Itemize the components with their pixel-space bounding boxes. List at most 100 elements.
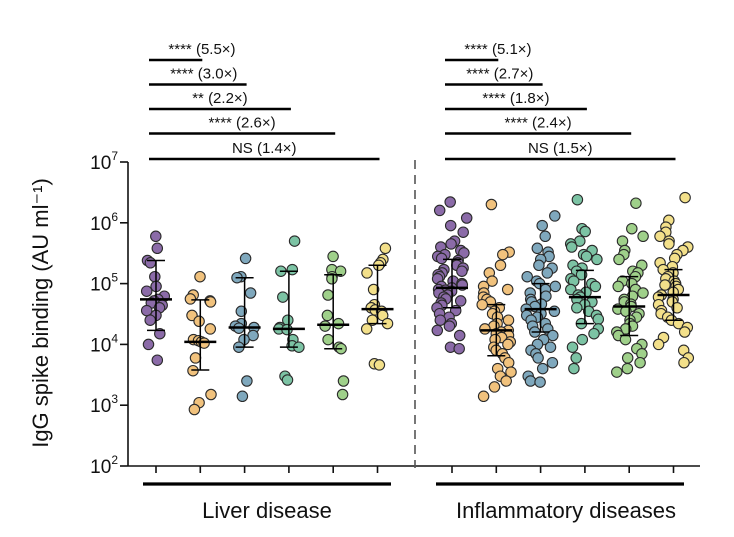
data-point — [576, 333, 589, 346]
data-point — [505, 366, 517, 378]
data-point — [151, 242, 164, 255]
data-point — [579, 225, 591, 238]
data-point — [321, 309, 334, 322]
significance-label: **** (2.7×) — [466, 66, 533, 83]
data-point — [460, 212, 473, 224]
data-point — [281, 374, 294, 386]
data-point — [373, 359, 386, 371]
data-point — [485, 198, 498, 211]
data-point — [652, 338, 665, 351]
data-point — [453, 329, 466, 342]
significance-label: NS (1.4×) — [232, 140, 297, 157]
data-point — [142, 338, 155, 351]
data-point — [566, 341, 579, 353]
y-tick-label: 103 — [90, 392, 118, 417]
data-point — [458, 247, 470, 259]
significance-label: **** (3.0×) — [170, 66, 237, 83]
data-point — [571, 302, 583, 314]
data-point — [621, 352, 634, 364]
data-point — [613, 253, 625, 266]
data-point — [544, 341, 557, 353]
y-tick-label: 107 — [90, 149, 118, 174]
data-point — [188, 403, 201, 416]
data-point — [497, 248, 509, 261]
data-point — [501, 283, 514, 296]
data-point — [536, 219, 548, 232]
data-point — [140, 285, 153, 297]
data-point — [476, 298, 488, 311]
y-tick-label: 105 — [90, 271, 118, 296]
data-point — [611, 366, 623, 378]
data-point — [319, 320, 331, 332]
data-point — [239, 252, 252, 265]
data-point — [194, 270, 206, 283]
data-point — [322, 289, 334, 301]
significance-label: **** (1.8×) — [482, 90, 549, 107]
data-point — [286, 263, 299, 276]
group-label-inflammatory-diseases: Inflammatory diseases — [456, 498, 676, 523]
data-point — [488, 381, 501, 393]
data-point — [144, 257, 157, 269]
data-point — [444, 219, 457, 232]
data-point — [531, 242, 544, 255]
data-point — [663, 238, 675, 250]
data-point — [334, 265, 347, 277]
data-point — [433, 204, 446, 217]
y-tick-label: 106 — [90, 210, 118, 235]
data-point — [565, 241, 578, 253]
data-point — [654, 230, 666, 243]
data-point — [619, 333, 632, 346]
data-point — [379, 242, 392, 255]
data-point — [678, 356, 690, 369]
data-point — [361, 267, 373, 279]
data-point — [549, 280, 562, 293]
data-point — [204, 296, 217, 308]
data-point — [457, 226, 469, 238]
data-point — [541, 267, 554, 279]
data-point — [533, 259, 545, 272]
data-point — [591, 253, 603, 266]
data-point — [570, 352, 582, 364]
data-point — [151, 354, 164, 366]
data-point — [149, 270, 161, 283]
data-point — [150, 230, 162, 243]
data-point — [500, 375, 512, 387]
data-point — [236, 390, 249, 403]
data-point — [532, 352, 544, 364]
significance-label: **** (5.5×) — [168, 41, 235, 58]
data-point — [431, 324, 444, 337]
data-point — [144, 314, 156, 326]
significance-label: **** (2.6×) — [209, 115, 276, 132]
data-point — [193, 315, 205, 328]
data-point — [534, 376, 546, 388]
data-point — [434, 314, 447, 326]
data-point — [443, 320, 456, 332]
data-point — [571, 193, 584, 206]
data-point — [456, 265, 468, 277]
significance-label: ** (2.2×) — [192, 90, 247, 107]
data-point — [539, 230, 551, 243]
data-point — [494, 259, 507, 272]
data-point — [626, 222, 638, 235]
data-point — [621, 362, 634, 375]
data-point — [502, 356, 515, 369]
data-point — [453, 342, 465, 355]
data-point — [637, 287, 649, 299]
data-point — [479, 323, 491, 335]
data-point — [360, 323, 373, 335]
data-point — [592, 313, 605, 325]
data-point — [580, 250, 593, 263]
significance-labels-inflammatory: **** (5.1×) **** (2.7×) **** (1.8×) ****… — [464, 41, 592, 157]
y-axis-title: IgG spike binding (AU ml⁻¹) — [28, 178, 53, 448]
significance-label: **** (5.1×) — [464, 41, 531, 58]
data-point — [521, 270, 533, 283]
data-point — [549, 210, 561, 222]
data-point — [637, 230, 649, 243]
data-point — [288, 235, 301, 247]
chart-marks — [120, 58, 695, 473]
data-point — [634, 356, 646, 369]
y-tick-labels: 102 103 104 105 106 107 — [90, 149, 118, 478]
data-point — [502, 338, 514, 351]
data-point — [184, 293, 197, 305]
y-tick-label: 104 — [90, 331, 118, 356]
